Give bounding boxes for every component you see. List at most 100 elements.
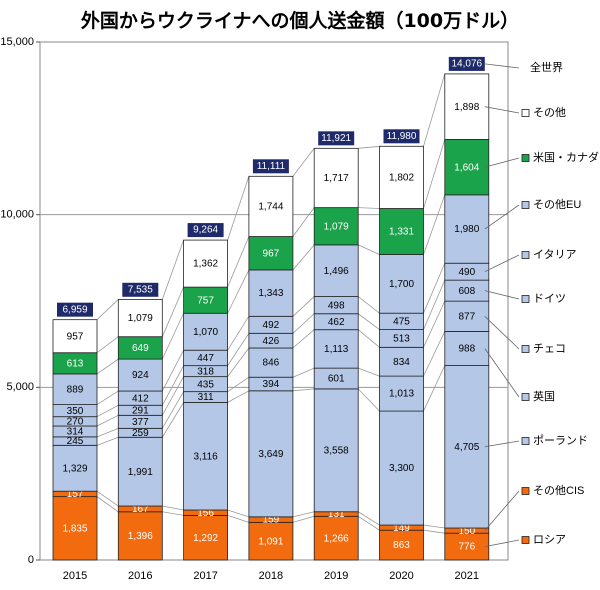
series-connector-line [96,358,119,375]
data-label: 601 [328,374,345,385]
bar-segment [248,390,294,518]
data-label: 4,705 [454,442,479,453]
data-label: 877 [458,311,475,322]
series-connector-line [227,333,250,366]
series-connector-line [96,414,119,427]
series-connector-line [227,376,250,392]
series-connector-line [161,350,184,392]
data-label: 1,013 [389,389,414,400]
data-label: 270 [67,416,84,427]
total-box [448,56,485,71]
series-connector-line [96,436,119,446]
series-connector-line [96,496,119,513]
x-tick-label: 2017 [193,570,217,582]
total-label: 9,264 [193,225,218,236]
total-label: 11,921 [321,133,351,144]
data-label: 3,558 [324,445,349,456]
series-connector-line [357,296,380,314]
data-label: 447 [197,353,214,364]
bar-segment [379,145,424,209]
bar-segment [117,299,163,338]
bar-segment [444,365,490,529]
series-connector-line [161,365,184,406]
data-label: 159 [263,515,280,526]
data-label: 1,604 [454,162,479,173]
series-connector-line [292,296,315,317]
legend-leader [484,204,520,230]
y-tick-label: 0 [28,554,34,566]
data-label: 834 [393,357,410,368]
bar-segment [444,194,490,264]
series-connector-line [161,376,184,416]
bar-segment [52,319,98,354]
bar-segment [313,515,359,561]
series-connector-line [358,244,380,255]
y-tick-label: 15,000 [0,36,34,48]
legend-label: チェコ [533,342,566,355]
data-label: 412 [132,393,149,404]
series-connector-line [358,367,380,377]
bar-segment [313,207,359,246]
legend-swatch [521,437,530,445]
legend-swatch [521,251,530,259]
data-label: 846 [263,358,280,369]
bar-segment [52,496,98,561]
series-connector-line [96,390,119,405]
series-connectors [96,73,446,534]
data-label: 1,362 [193,259,218,270]
series-connector-line [227,236,250,288]
series-connector-line [423,279,446,330]
data-label: 1,070 [193,327,218,338]
data-label: 1,898 [454,102,479,113]
total-label: 6,959 [62,304,87,315]
data-label: 311 [198,392,214,403]
series-connector-line [292,388,315,392]
data-label: 3,649 [258,449,283,460]
data-label: 776 [458,542,475,553]
bar-segment [52,373,98,406]
legend-leader [484,290,520,300]
bar-segment [379,346,424,377]
data-label: 513 [393,334,410,345]
y-tick-label: 10,000 [0,209,34,221]
series-connector-line [162,511,184,516]
series-connector-line [292,511,315,518]
series-connector-line [96,427,119,438]
data-label: 889 [67,384,84,395]
bar-segment [183,514,229,561]
legend-swatch [521,345,530,353]
bar-segment [313,147,359,209]
total-box [252,159,289,174]
total-box [187,223,224,238]
legend-swatch [521,154,530,162]
legend-swatch [521,109,530,117]
data-label: 167 [132,504,149,515]
series-connector-line [423,73,446,147]
data-label: 1,079 [128,313,153,324]
data-label: 156 [197,508,214,519]
data-label: 1,700 [389,279,414,290]
total-label: 11,111 [257,161,286,172]
legend-label: その他CIS [533,484,584,497]
bar-segment [248,236,294,271]
total-box [122,282,159,297]
legend-label: その他EU [533,198,581,211]
series-connector-line [292,329,315,349]
series-connector-line [423,139,446,209]
x-tick-label: 2015 [63,570,87,582]
bar-segment [52,444,98,492]
data-label: 426 [263,336,280,347]
data-label: 131 [328,509,345,520]
series-connector-line [161,402,184,438]
series-connector-line [96,299,119,320]
bar-segment [444,73,490,140]
data-label: 1,835 [62,523,87,534]
series-connector-line [357,329,380,348]
series-connector-line [96,490,119,507]
bar-segment [444,139,490,196]
bar-segment [444,532,490,561]
legend-leader [484,106,520,114]
legend-leader [484,348,520,398]
bar-segment [379,529,424,561]
bar-segment [444,331,490,366]
